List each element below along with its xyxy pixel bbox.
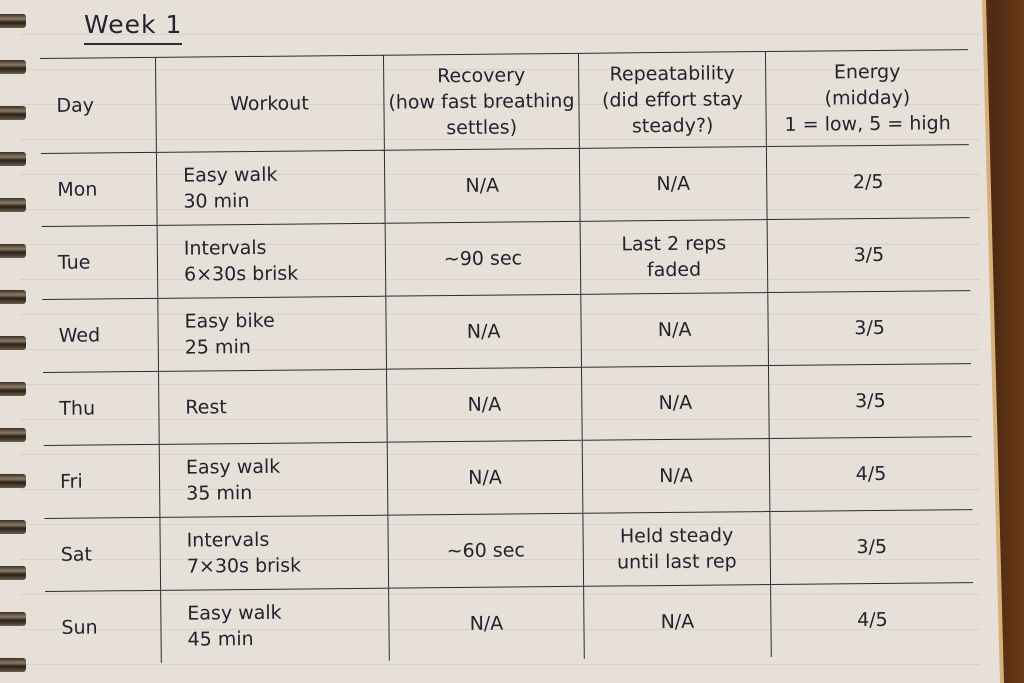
- cell-day: Fri: [43, 444, 160, 519]
- spiral-ring-icon: [0, 198, 26, 212]
- cell-day: Thu: [43, 371, 160, 446]
- cell-recovery: N/A: [386, 367, 583, 443]
- cell-recovery: N/A: [384, 148, 581, 224]
- header-recovery: Recovery (how fast breathing settles): [383, 53, 580, 151]
- cell-workout: Easy bike 25 min: [157, 296, 387, 372]
- cell-energy: 3/5: [768, 363, 972, 439]
- cell-recovery: N/A: [387, 440, 583, 516]
- cell-energy: 4/5: [770, 582, 974, 658]
- cell-day: Sat: [44, 517, 161, 592]
- cell-day: Wed: [42, 298, 159, 373]
- cell-repeatability: Last 2 reps faded: [580, 219, 768, 295]
- cell-workout: Intervals 6×30s brisk: [157, 223, 386, 299]
- workout-log-table: Day Workout Recovery (how fast breathing…: [40, 49, 974, 664]
- spiral-ring-icon: [0, 290, 26, 304]
- spiral-ring-icon: [0, 382, 26, 396]
- cell-repeatability: N/A: [583, 584, 772, 659]
- spiral-ring-icon: [0, 612, 26, 626]
- spiral-ring-icon: [0, 244, 26, 258]
- cell-repeatability: N/A: [580, 292, 769, 368]
- table-row: Mon Easy walk 30 min N/A N/A 2/5: [40, 144, 970, 227]
- cell-recovery: N/A: [385, 294, 582, 370]
- cell-repeatability: N/A: [581, 365, 770, 441]
- cell-recovery: N/A: [388, 586, 585, 661]
- header-energy: Energy (midday) 1 = low, 5 = high: [765, 49, 969, 147]
- page-title: Week 1: [84, 10, 183, 45]
- cell-recovery: ~90 sec: [385, 221, 581, 297]
- cell-workout: Easy walk 30 min: [156, 150, 386, 226]
- cell-energy: 2/5: [766, 144, 970, 220]
- spiral-ring-icon: [0, 474, 26, 488]
- table-row: Thu Rest N/A N/A 3/5: [43, 363, 972, 446]
- spiral-binding: [0, 0, 30, 683]
- cell-workout: Intervals 7×30s brisk: [159, 515, 389, 591]
- spiral-ring-icon: [0, 566, 26, 580]
- cell-repeatability: N/A: [579, 146, 768, 222]
- table-row: Fri Easy walk 35 min N/A N/A 4/5: [43, 436, 973, 519]
- cell-recovery: ~60 sec: [387, 513, 584, 589]
- ruled-lines: [20, 0, 980, 683]
- cell-workout: Easy walk 35 min: [159, 442, 388, 518]
- notebook-page: Week 1 Day Workout Recovery (how fast br…: [0, 0, 1000, 683]
- cell-repeatability: Held steady until last rep: [582, 511, 771, 587]
- table-row: Tue Intervals 6×30s brisk ~90 sec Last 2 …: [41, 217, 971, 300]
- cell-energy: 4/5: [769, 436, 973, 512]
- spiral-ring-icon: [0, 336, 26, 350]
- table-row: Sun Easy walk 45 min N/A N/A 4/5: [45, 582, 974, 664]
- header-repeatability: Repeatability (did effort stay steady?): [578, 51, 767, 149]
- header-workout: Workout: [155, 55, 385, 153]
- cell-repeatability: N/A: [582, 438, 770, 514]
- cell-workout: Rest: [158, 369, 388, 445]
- table-row: Sat Intervals 7×30s brisk ~60 sec Held st…: [44, 509, 974, 592]
- cell-day: Mon: [40, 152, 158, 227]
- spiral-ring-icon: [0, 428, 26, 442]
- cell-energy: 3/5: [767, 217, 971, 293]
- header-day: Day: [40, 57, 157, 154]
- cell-day: Sun: [45, 590, 162, 664]
- spiral-ring-icon: [0, 658, 26, 672]
- table-row: Wed Easy bike 25 min N/A N/A 3/5: [42, 290, 971, 373]
- spiral-ring-icon: [0, 60, 26, 74]
- spiral-ring-icon: [0, 520, 26, 534]
- cell-day: Tue: [41, 225, 158, 300]
- spiral-ring-icon: [0, 14, 26, 28]
- cell-workout: Easy walk 45 min: [160, 588, 390, 663]
- spiral-ring-icon: [0, 152, 26, 166]
- header-row: Day Workout Recovery (how fast breathing…: [40, 49, 969, 154]
- cell-energy: 3/5: [767, 290, 971, 366]
- spiral-ring-icon: [0, 106, 26, 120]
- cell-energy: 3/5: [769, 509, 974, 585]
